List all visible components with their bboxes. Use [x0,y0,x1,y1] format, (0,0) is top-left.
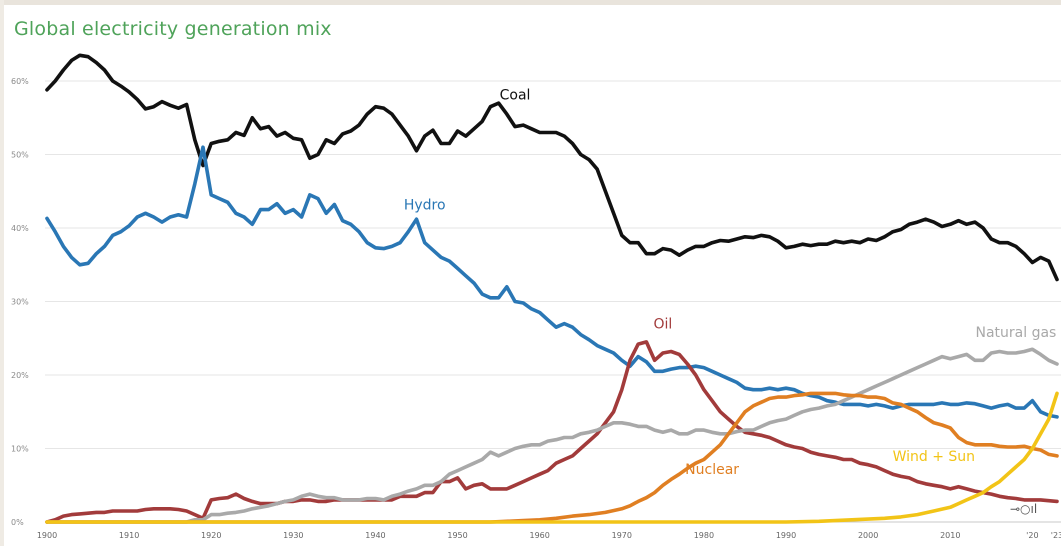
x-tick-label: 1970 [612,531,632,540]
x-axis-ticks: 1900 1910 1920 1930 1940 1950 1960 1970 1980 1990… [37,531,1061,540]
y-tick-label: 10% [11,445,29,454]
x-tick-label: 1980 [694,531,714,540]
x-tick-label: '20 [1026,531,1038,540]
x-tick-label: 1930 [283,531,303,540]
nuclear-series-line [45,391,1059,524]
chart-title: Global electricity generation mix [14,18,332,40]
x-tick-label: 2010 [940,531,960,540]
x-tick-label: 1950 [447,531,467,540]
series-layer [45,53,1059,524]
x-tick-label: 1910 [119,531,139,540]
hydro-series-line [45,145,1059,419]
y-tick-label: 40% [11,224,29,233]
y-tick-label: 0% [11,518,24,527]
y-tick-label: 20% [11,371,29,380]
natural-gas-series-line [45,347,1059,524]
x-tick-label: 1940 [365,531,385,540]
oil-series-label: Oil [653,317,672,333]
series-labels: Coal Hydro Oil Natural gas Nuclear Wind + Sun [404,87,1057,478]
y-tick-label: 50% [11,151,29,160]
natural-gas-series-label: Natural gas [976,325,1057,341]
logo-icon: ⊸○ıl [1010,502,1038,516]
y-axis-ticks: 0% 10% 20% 30% 40% 50% 60% [11,77,29,527]
x-tick-label: 1900 [37,531,57,540]
x-tick-label: 1990 [776,531,796,540]
x-tick-label: '23 [1051,531,1061,540]
oil-series-line [45,340,1059,524]
coal-series-line [45,53,1059,282]
x-tick-label: 1960 [530,531,550,540]
hydro-series-label: Hydro [404,198,446,214]
wind-sun-series-line [45,391,1059,524]
x-tick-label: 2000 [858,531,878,540]
y-tick-label: 60% [11,77,29,86]
frame-left [0,0,4,546]
y-tick-label: 30% [11,298,29,307]
wind-sun-series-label: Wind + Sun [893,449,975,465]
x-tick-label: 1920 [201,531,221,540]
frame-top [0,0,1061,5]
nuclear-series-label: Nuclear [685,462,739,478]
coal-series-label: Coal [500,87,531,103]
